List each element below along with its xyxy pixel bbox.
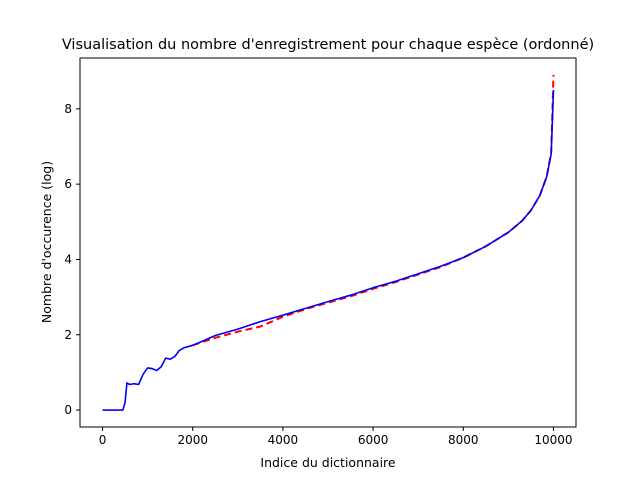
y-axis-ticks: 0 2 4 6 8 [64, 102, 80, 417]
y-tick-label: 6 [64, 177, 72, 191]
x-tick-label: 10000 [534, 433, 572, 447]
series-line-2 [102, 89, 555, 411]
x-tick-label: 4000 [268, 433, 299, 447]
x-tick-label: 6000 [358, 433, 389, 447]
x-axis-label: Indice du dictionnaire [260, 455, 396, 470]
y-tick-label: 0 [64, 403, 72, 417]
plot-series [102, 74, 555, 411]
y-tick-label: 8 [64, 102, 72, 116]
x-tick-label: 2000 [177, 433, 208, 447]
y-tick-label: 2 [64, 328, 72, 342]
axes-frame [79, 57, 577, 428]
x-tick-label: 0 [99, 433, 107, 447]
y-tick-label: 4 [64, 252, 72, 266]
x-axis-ticks: 0 2000 4000 6000 8000 10000 [99, 427, 573, 447]
x-tick-label: 8000 [448, 433, 479, 447]
chart-title: Visualisation du nombre d'enregistrement… [62, 37, 594, 53]
y-axis-label: Nombre d'occurence (log) [39, 161, 54, 323]
